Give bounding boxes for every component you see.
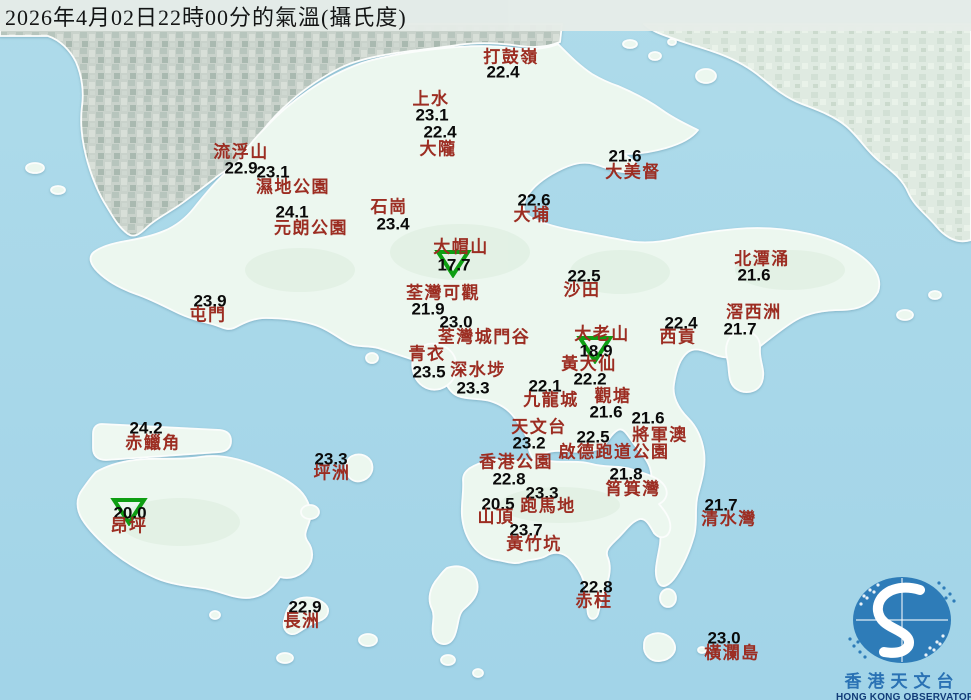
station-name: 荃灣可觀 [406, 283, 480, 303]
station-temperature: 22.8 [492, 469, 526, 489]
station-temperature: 23.1 [415, 105, 449, 125]
station-name: 大老山 [574, 324, 630, 344]
station-name: 大隴 [419, 139, 457, 159]
station-name: 長洲 [283, 611, 321, 631]
station-name: 北潭涌 [734, 249, 790, 269]
station-name: 香港公園 [479, 452, 553, 472]
title-bar: 2026年4月02日22時00分的氣溫(攝氏度) [0, 0, 971, 31]
station-temperature: 21.6 [737, 265, 771, 285]
po-toi-island [643, 632, 676, 662]
station-name: 橫瀾島 [704, 643, 760, 663]
station-name: 昂坪 [110, 516, 148, 536]
station-temperature: 24.2 [129, 418, 163, 438]
station-temperature: 21.8 [609, 464, 643, 484]
station-name: 赤柱 [575, 591, 613, 611]
hko-logo: 香港天文台 HONG KONG OBSERVATORY [836, 574, 971, 700]
station-name: 赤鱲角 [125, 433, 181, 453]
station-name: 九龍城 [523, 390, 579, 410]
peng-chau-island [345, 453, 374, 483]
station-temperature: 22.4 [664, 313, 698, 333]
station-temperature: 22.1 [528, 376, 562, 396]
station-temperature: 22.9 [224, 158, 258, 178]
small-islands [25, 38, 942, 678]
station-temperature: 24.1 [275, 202, 309, 222]
station-name: 山頂 [477, 507, 515, 527]
station-temperature: 23.1 [256, 162, 290, 182]
kau-sai-chau-island [725, 330, 765, 393]
station-temperature: 23.3 [456, 378, 490, 398]
station-temperature: 23.0 [439, 312, 473, 332]
station-name: 屯門 [189, 305, 227, 325]
station-temperature: 20.5 [481, 494, 515, 514]
station-temperature: 22.5 [576, 427, 610, 447]
station-name: 沙田 [563, 280, 601, 300]
station-name: 啟德跑道公園 [558, 442, 670, 462]
station-temperature: 22.4 [423, 122, 457, 142]
station-temperature: 23.3 [525, 483, 559, 503]
station-name: 元朗公園 [274, 218, 348, 238]
station-temperature: 22.5 [567, 266, 601, 286]
station-temperature: 23.7 [509, 520, 543, 540]
lamma-island [428, 565, 479, 646]
station-name: 上水 [412, 89, 450, 109]
station-name: 打鼓嶺 [483, 47, 539, 67]
station-temperature: 18.9 [579, 341, 613, 361]
station-name: 大美督 [605, 162, 661, 182]
station-temperature: 23.0 [707, 628, 741, 648]
hko-logo-name-english: HONG KONG OBSERVATORY [836, 691, 971, 700]
station-temperature: 21.7 [723, 319, 757, 339]
station-temperature: 21.6 [589, 402, 623, 422]
station-name: 黃大仙 [561, 354, 617, 374]
station-temperature: 23.2 [512, 433, 546, 453]
hko-logo-icon [848, 577, 956, 663]
station-name: 流浮山 [213, 142, 269, 162]
station-temperature: 21.9 [411, 299, 445, 319]
new-territories-landmass [89, 43, 881, 587]
station-name: 大帽山 [433, 237, 489, 257]
station-name: 天文台 [511, 417, 567, 437]
green-triangle-marker-icon [434, 248, 472, 278]
map-title: 2026年4月02日22時00分的氣溫(攝氏度) [5, 4, 407, 30]
station-name: 滘西洲 [726, 302, 782, 322]
station-name: 將軍澳 [632, 425, 688, 445]
station-temperature: 23.9 [193, 291, 227, 311]
dapeng-peninsula [643, 23, 971, 243]
station-name: 荃灣城門谷 [437, 327, 531, 347]
station-name: 觀塘 [594, 386, 632, 406]
hko-logo-name-chinese: 香港天文台 [844, 672, 960, 691]
station-temperature: 22.9 [288, 597, 322, 617]
station-temperature: 22.4 [486, 62, 520, 82]
station-name: 清水灣 [701, 509, 757, 529]
green-triangle-marker-icon [576, 334, 614, 364]
station-temperature: 22.6 [517, 190, 551, 210]
station-name: 青衣 [408, 344, 446, 364]
station-temperature: 21.6 [631, 408, 665, 428]
station-temperature: 22.2 [573, 369, 607, 389]
station-temperature: 22.8 [579, 577, 613, 597]
station-name: 筲箕灣 [605, 479, 661, 499]
station-temperature: 23.5 [412, 362, 446, 382]
station-name: 西貢 [659, 327, 697, 347]
station-name: 坪洲 [313, 463, 351, 483]
station-name: 濕地公園 [256, 177, 330, 197]
airport-chek-lap-kok [92, 423, 232, 461]
green-triangle-marker-icon [110, 496, 148, 526]
station-name: 跑馬地 [520, 496, 576, 516]
station-temperature: 21.6 [608, 146, 642, 166]
station-name: 黃竹坑 [506, 534, 562, 554]
tsing-yi-island [411, 342, 458, 391]
station-temperature: 23.4 [376, 214, 410, 234]
cheung-chau-island [282, 596, 330, 635]
station-temperature: 20.0 [113, 503, 147, 523]
station-name: 石崗 [370, 197, 408, 217]
station-name: 大埔 [513, 205, 551, 225]
mainland-shenzhen [0, 23, 563, 237]
station-temperature: 17.7 [437, 255, 471, 275]
station-temperature: 23.3 [314, 449, 348, 469]
station-name: 深水埗 [450, 360, 506, 380]
station-temperature: 21.7 [704, 495, 738, 515]
